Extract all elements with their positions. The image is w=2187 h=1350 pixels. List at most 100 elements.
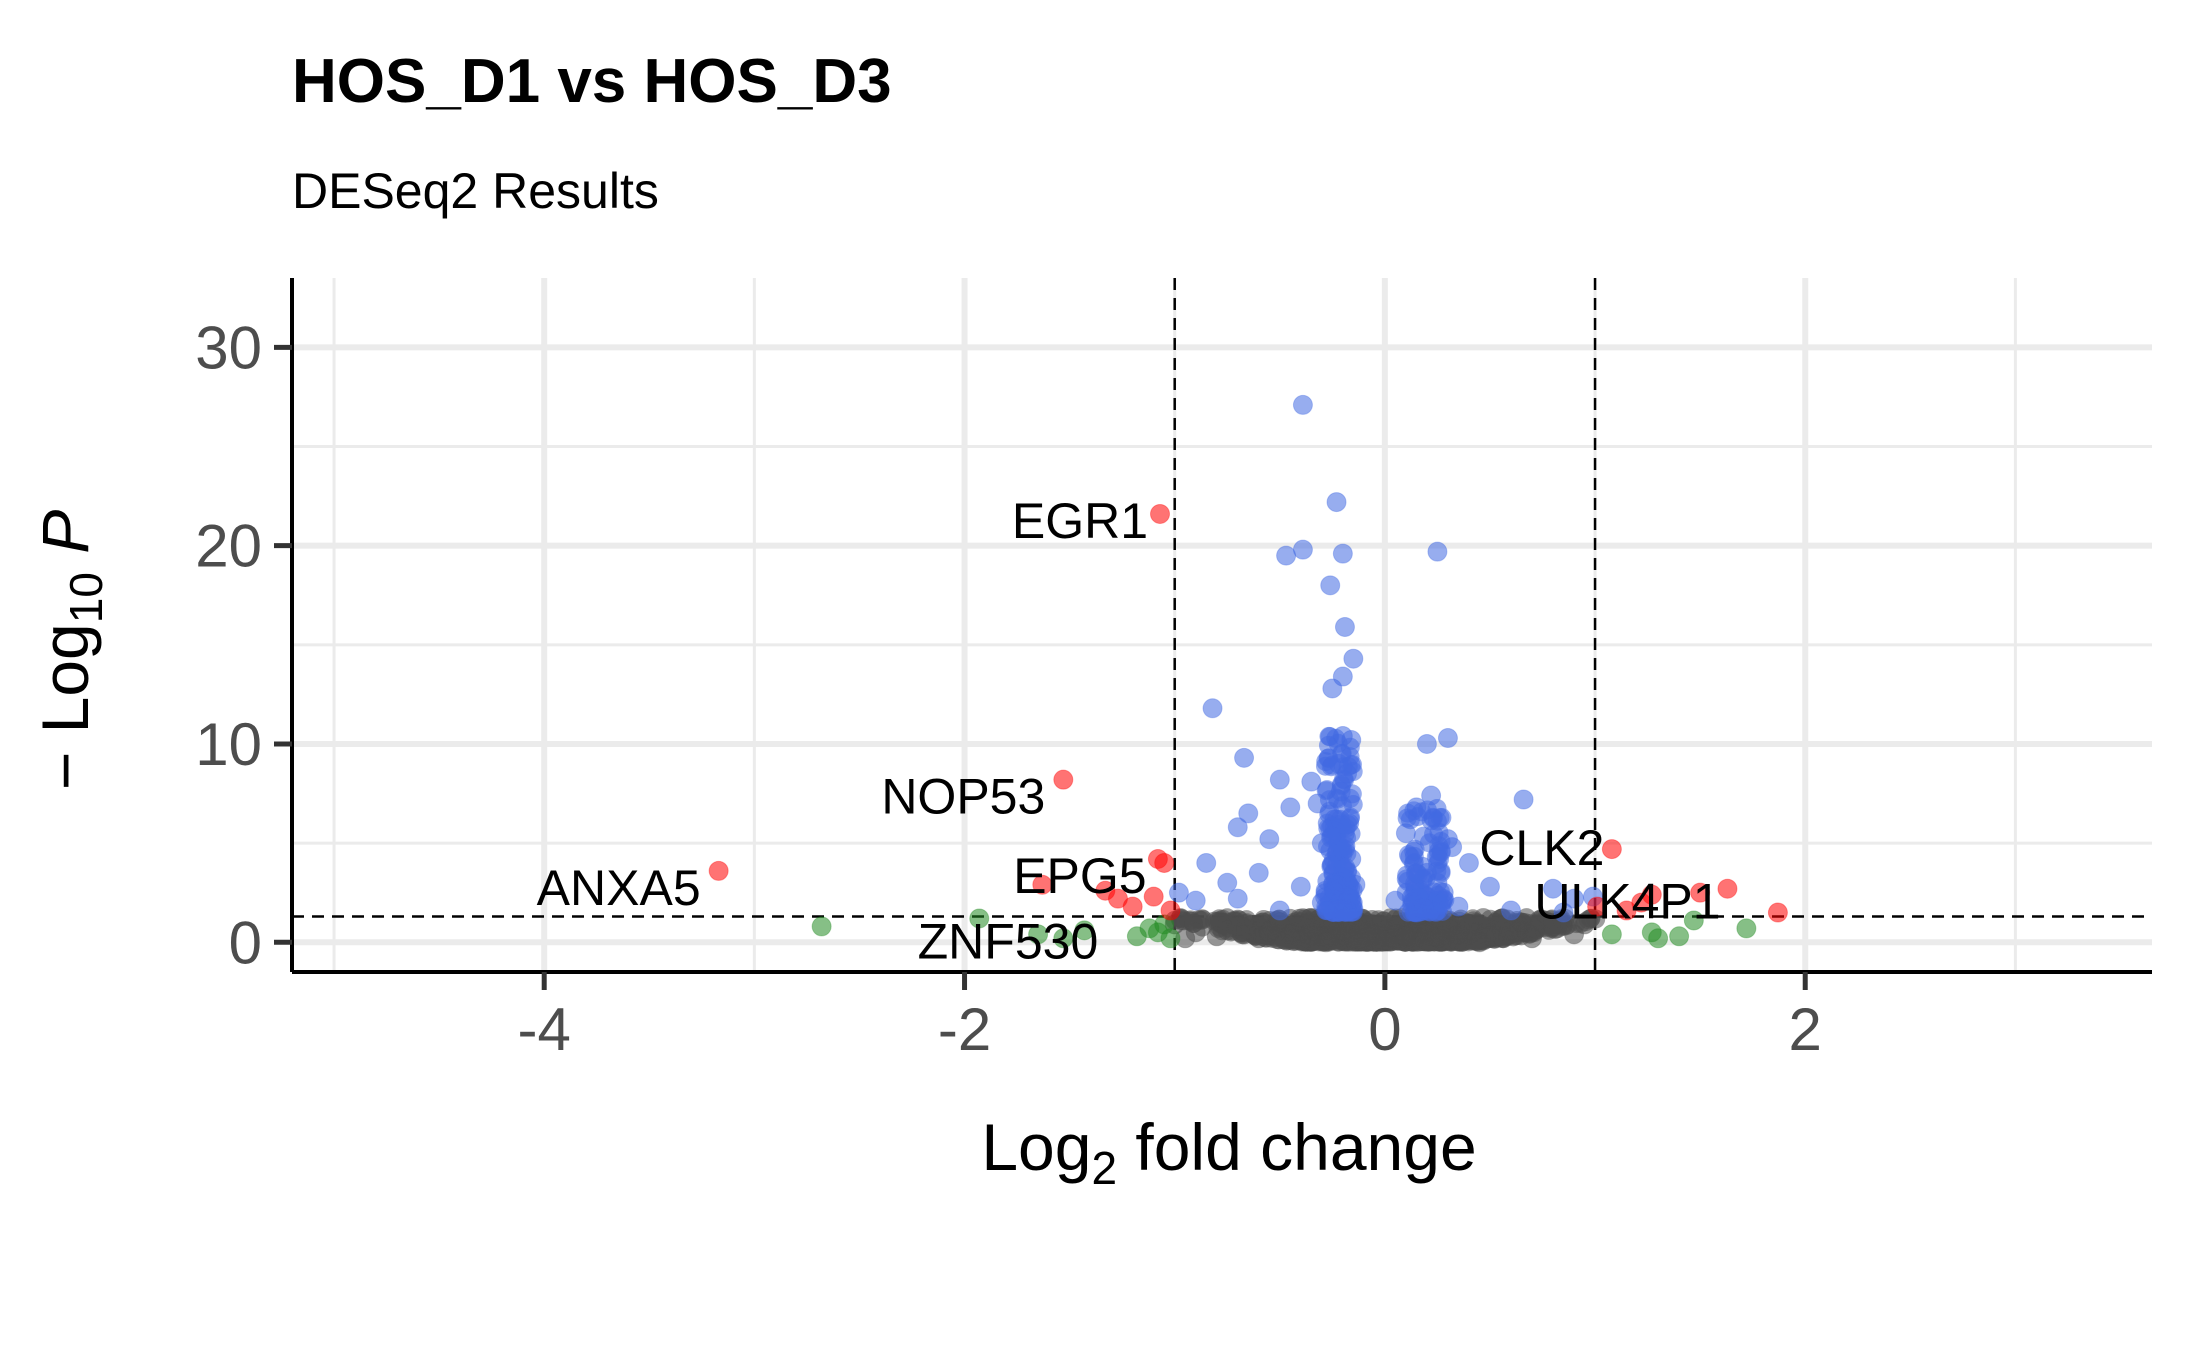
ns-point <box>1259 922 1280 943</box>
p-point <box>1343 648 1364 669</box>
p-point <box>1185 890 1206 911</box>
p-point <box>1416 733 1437 754</box>
log2fc-point <box>1669 926 1690 947</box>
p_and_log2fc-point <box>1160 900 1181 921</box>
ns-point <box>1458 914 1479 935</box>
gene-label-ulk4p1: ULK4P1 <box>1534 874 1720 930</box>
p-point <box>1292 394 1313 415</box>
p-point <box>1238 803 1259 824</box>
log2fc-point <box>1160 928 1181 949</box>
p-point <box>1276 545 1297 566</box>
p-point <box>1458 852 1479 873</box>
p-point <box>1290 876 1311 897</box>
p-point <box>1513 789 1534 810</box>
p-point <box>1414 898 1434 918</box>
p_and_log2fc-point <box>1601 839 1622 860</box>
x-axis-title-main: Log <box>981 1110 1091 1184</box>
p_and_log2fc-point <box>1717 878 1738 899</box>
p_and_log2fc-point <box>1587 896 1608 917</box>
p-point <box>1427 541 1448 562</box>
gene-label-znf530: ZNF530 <box>918 914 1099 970</box>
p-point <box>1269 769 1290 790</box>
p-point <box>1320 575 1341 596</box>
p_and_log2fc-point <box>1767 902 1788 923</box>
p-point <box>1319 790 1339 810</box>
p_and_log2fc-point <box>1032 874 1053 895</box>
gene-label-epg5: EPG5 <box>1013 848 1146 904</box>
ns-point <box>1543 916 1564 937</box>
p_and_log2fc-point <box>708 860 729 881</box>
p_and_log2fc-point <box>1690 882 1711 903</box>
gene-label-clk2: CLK2 <box>1479 820 1604 876</box>
log2fc-point <box>1028 924 1049 945</box>
p-point <box>1292 539 1313 560</box>
p-point <box>1196 852 1217 873</box>
p-point <box>1331 776 1351 796</box>
p-point <box>1500 900 1521 921</box>
y-tick-label: 10 <box>195 711 262 778</box>
y-axis-title-main: − Log <box>28 623 102 790</box>
log2fc-point <box>1053 928 1074 949</box>
p-point <box>1419 833 1439 853</box>
p-point <box>1248 862 1269 883</box>
log2fc-point <box>1736 918 1757 939</box>
p_and_log2fc-point <box>1053 769 1074 790</box>
p-point <box>1332 543 1353 564</box>
p-point <box>1553 902 1574 923</box>
log2fc-point <box>811 916 832 937</box>
log2fc-point <box>1648 928 1669 949</box>
p-point <box>1301 771 1322 792</box>
p_and_log2fc-point <box>1150 503 1170 524</box>
data-points <box>708 394 1788 953</box>
x-axis-title: Log2 fold change <box>981 1110 1476 1194</box>
p-point <box>1408 864 1428 884</box>
log2fc-point <box>1683 910 1704 931</box>
ns-point <box>1374 930 1395 951</box>
p-point <box>1227 888 1248 909</box>
p-point <box>1259 829 1280 850</box>
p-point <box>1321 826 1341 846</box>
p-point <box>1479 876 1500 897</box>
gene-label-egr1: EGR1 <box>1012 493 1148 549</box>
y-axis-title-rest: P <box>28 510 102 572</box>
chart-subtitle: DESeq2 Results <box>292 163 659 219</box>
p-point <box>1326 492 1347 513</box>
log2fc-point <box>969 908 990 929</box>
ns-point <box>1574 914 1595 935</box>
p-point <box>1398 803 1418 823</box>
y-tick-label: 0 <box>229 909 262 976</box>
p_and_log2fc-point <box>1143 886 1164 907</box>
ns-point <box>1316 932 1337 953</box>
p-point <box>1431 861 1451 881</box>
p-point <box>1269 900 1290 921</box>
p-point <box>1317 901 1337 921</box>
gene-label-anxa5: ANXA5 <box>537 860 701 916</box>
gene-label-nop53: NOP53 <box>881 769 1045 825</box>
gridlines <box>292 278 2152 972</box>
p_and_log2fc-point <box>1154 852 1175 873</box>
chart-title: HOS_D1 vs HOS_D3 <box>292 47 892 116</box>
p-point <box>1437 728 1458 749</box>
p-point <box>1217 872 1238 893</box>
x-tick-label: -2 <box>938 996 991 1063</box>
p-point <box>1168 882 1189 903</box>
p-point <box>1319 748 1339 768</box>
p-point <box>1322 678 1343 699</box>
p-point <box>1564 888 1585 909</box>
p-point <box>1543 878 1564 899</box>
ns-point <box>1469 932 1490 953</box>
x-tick-label: -4 <box>518 996 571 1063</box>
y-axis-title: − Log10 P <box>28 510 112 791</box>
y-axis-title-sub: 10 <box>60 572 112 623</box>
ns-point <box>1522 928 1542 949</box>
log2fc-point <box>1601 924 1622 945</box>
y-tick-label: 20 <box>195 513 262 580</box>
y-tick-label: 30 <box>195 314 262 381</box>
ns-point <box>1217 920 1238 941</box>
p-point <box>1327 875 1347 895</box>
x-axis-title-sub: 2 <box>1091 1142 1117 1194</box>
p-point <box>1280 797 1301 818</box>
